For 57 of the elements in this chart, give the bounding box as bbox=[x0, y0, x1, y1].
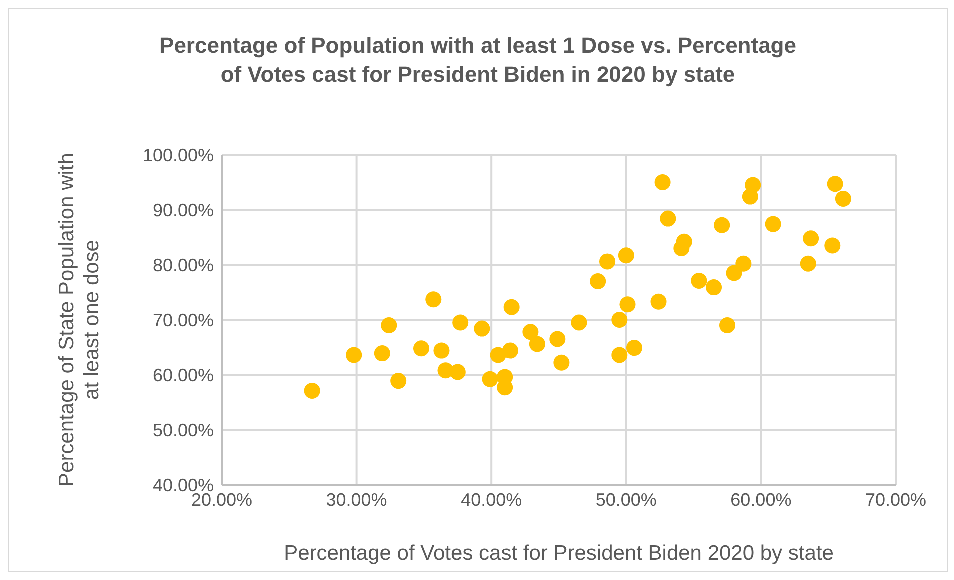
point bbox=[426, 292, 442, 308]
x-tick-label: 30.00% bbox=[326, 490, 388, 510]
point bbox=[600, 254, 616, 270]
point bbox=[571, 314, 588, 331]
y-tick-label: 50.00% bbox=[152, 420, 214, 440]
point bbox=[626, 340, 642, 356]
point bbox=[827, 176, 844, 192]
y-tick-label: 70.00% bbox=[152, 310, 214, 330]
point bbox=[714, 217, 730, 234]
chart-title: Percentage of Population with at least 1 Dose vs. Percentage of Votes cast for President Biden in 2020 by state bbox=[158, 32, 798, 89]
point bbox=[650, 294, 667, 310]
point bbox=[452, 314, 469, 331]
point bbox=[590, 274, 606, 290]
point bbox=[660, 210, 676, 227]
point bbox=[414, 340, 430, 357]
point bbox=[474, 320, 490, 337]
point bbox=[381, 318, 398, 334]
y-axis-title: Percentage of State Population with at least one dose bbox=[56, 153, 104, 487]
y-tick-label: 60.00% bbox=[152, 365, 214, 386]
point bbox=[529, 336, 546, 352]
y-tick-label: 80.00% bbox=[152, 255, 214, 276]
point bbox=[450, 364, 466, 380]
point bbox=[691, 272, 708, 289]
point bbox=[835, 191, 852, 207]
point bbox=[502, 342, 518, 359]
y-tick-label: 90.00% bbox=[152, 200, 214, 220]
point bbox=[550, 331, 566, 348]
y-tick-label: 100.00% bbox=[142, 145, 214, 166]
point bbox=[765, 216, 782, 232]
point bbox=[803, 230, 820, 247]
point bbox=[620, 296, 636, 313]
point bbox=[304, 382, 320, 399]
x-tick-label: 50.00% bbox=[596, 490, 657, 510]
point bbox=[726, 265, 742, 282]
x-tick-label: 40.00% bbox=[461, 490, 522, 510]
point bbox=[800, 256, 816, 272]
point bbox=[676, 234, 692, 250]
point bbox=[618, 248, 634, 264]
point bbox=[434, 342, 450, 359]
point bbox=[346, 347, 362, 364]
point bbox=[504, 299, 520, 316]
x-axis-title: Percentage of Votes cast for President Biden 2020 by state bbox=[284, 542, 834, 565]
point bbox=[374, 346, 390, 362]
point bbox=[612, 347, 628, 364]
point bbox=[824, 238, 841, 254]
point bbox=[720, 318, 736, 334]
point bbox=[654, 174, 671, 190]
point bbox=[522, 324, 539, 340]
point bbox=[482, 371, 498, 388]
x-tick-label: 70.00% bbox=[865, 490, 927, 510]
point bbox=[736, 256, 752, 272]
point bbox=[554, 354, 570, 371]
point bbox=[745, 177, 762, 194]
point bbox=[390, 373, 407, 390]
x-tick-label: 60.00% bbox=[730, 490, 792, 510]
point bbox=[706, 280, 722, 296]
point bbox=[612, 312, 628, 328]
